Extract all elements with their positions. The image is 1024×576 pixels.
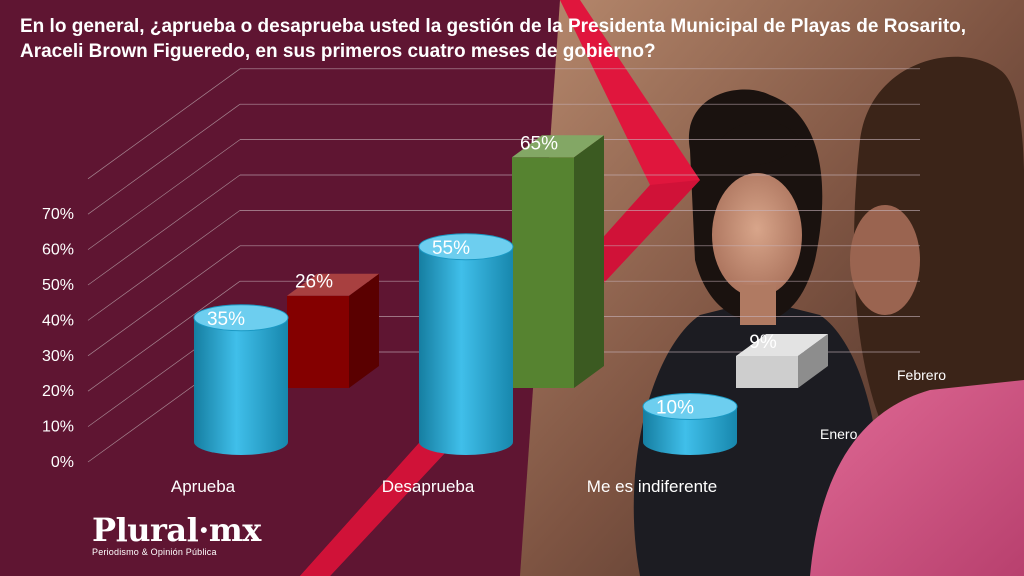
y-tick-label: 10% xyxy=(42,419,74,436)
x-tick-label: Me es indiferente xyxy=(587,477,717,496)
y-tick-label: 70% xyxy=(42,206,74,223)
y-axis: 0% 10% 20% 30% 40% 50% 60% 70% xyxy=(42,206,74,471)
series-enero: 35% 55% 10% xyxy=(193,233,738,455)
x-tick-label: Desaprueba xyxy=(382,477,475,496)
legend-febrero: Febrero xyxy=(897,367,946,383)
y-tick-label: 50% xyxy=(42,277,74,294)
chart-title: En lo general, ¿aprueba o desaprueba ust… xyxy=(20,16,967,62)
data-label-enero: 55% xyxy=(432,238,470,259)
bar-febrero-3 xyxy=(736,334,828,388)
bar-enero-2 xyxy=(418,233,514,455)
y-tick-label: 20% xyxy=(42,383,74,400)
data-label-febrero: 26% xyxy=(295,272,333,293)
data-label-febrero: 65% xyxy=(520,133,558,154)
gridline-side xyxy=(87,245,241,357)
y-tick-label: 60% xyxy=(42,242,74,259)
data-label-enero: 35% xyxy=(207,309,245,330)
gridline-side xyxy=(87,103,241,215)
y-tick-label: 0% xyxy=(51,454,74,471)
y-tick-label: 30% xyxy=(42,348,74,365)
logo-tagline: Periodismo & Opinión Pública xyxy=(92,547,217,557)
gridline-side xyxy=(87,174,241,286)
gridline-side xyxy=(87,68,241,180)
bar-febrero-1 xyxy=(287,273,379,388)
bar-enero-1 xyxy=(193,304,289,455)
gridline-side xyxy=(87,139,241,250)
legend-enero: Enero xyxy=(820,426,858,442)
plural-mx-logo: Plural·mx Periodismo & Opinión Pública xyxy=(92,514,261,557)
y-tick-label: 40% xyxy=(42,312,74,329)
x-axis: Aprueba Desaprueba Me es indiferente xyxy=(171,477,717,496)
bar-febrero-2 xyxy=(512,135,604,388)
data-label-enero: 10% xyxy=(656,398,694,419)
data-label-febrero: 9% xyxy=(749,332,777,353)
bar-enero-3 xyxy=(642,393,738,455)
logo-name: Plural·mx xyxy=(92,511,261,549)
x-tick-label: Aprueba xyxy=(171,477,236,496)
gridline-side xyxy=(87,280,241,392)
series-febrero: 26% 65% 9% xyxy=(287,133,828,388)
legend: Enero Febrero xyxy=(820,367,946,442)
gridline-side xyxy=(87,210,241,321)
